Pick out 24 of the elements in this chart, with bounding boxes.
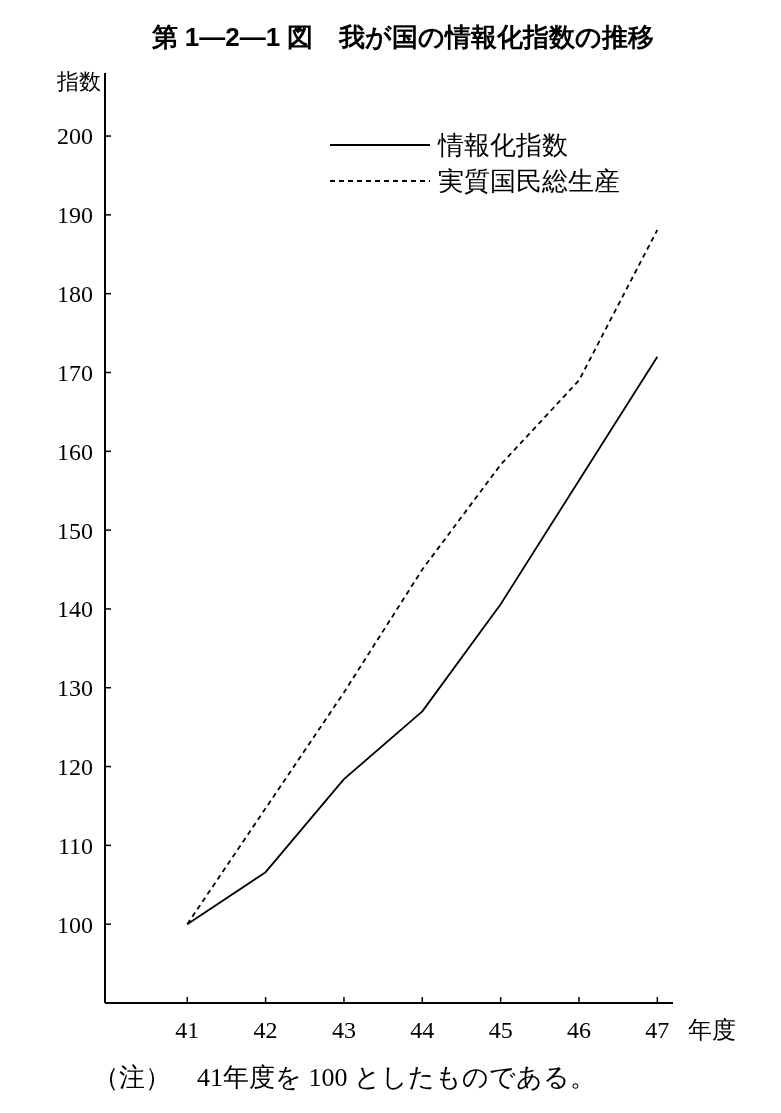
y-tick-label: 180 — [57, 281, 93, 308]
y-tick-label: 120 — [57, 753, 93, 780]
y-tick-label: 140 — [57, 596, 93, 623]
x-axis-title: 年度 — [688, 1017, 736, 1043]
chart-title: 第 1―2―1 図 我が国の情報化指数の推移 — [150, 22, 655, 52]
x-tick-label: 45 — [488, 1017, 513, 1043]
x-tick-label: 43 — [331, 1017, 356, 1043]
y-tick-label: 100 — [57, 911, 93, 938]
y-tick-label: 110 — [57, 832, 93, 859]
y-axis-title: 指数 — [56, 69, 101, 94]
x-tick-label: 47 — [645, 1017, 670, 1043]
y-tick-label: 160 — [57, 438, 93, 465]
y-tick-label: 130 — [57, 675, 93, 702]
x-tick-label: 41 — [175, 1017, 200, 1043]
y-tick-label: 190 — [57, 202, 93, 229]
x-tick-label: 44 — [410, 1017, 435, 1043]
y-tick-label: 200 — [57, 123, 93, 150]
x-tick-label: 42 — [253, 1017, 278, 1043]
text: （注） 41年度を 100 としたものである。 — [93, 1063, 596, 1092]
legend-label: 情報化指数 — [437, 131, 568, 161]
legend-label: 実質国民総生産 — [438, 167, 620, 197]
x-tick-label: 46 — [566, 1017, 591, 1043]
y-tick-label: 150 — [57, 517, 93, 544]
y-tick-label: 170 — [57, 359, 93, 386]
